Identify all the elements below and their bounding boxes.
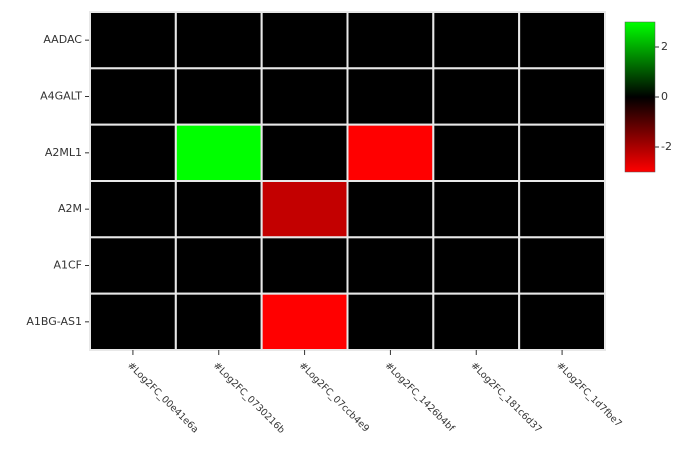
cell [260,180,349,239]
cell [346,180,435,239]
cell [346,292,435,351]
colorbar-tick-label: 2 [661,40,668,53]
cell [260,292,349,351]
x-tick-label: #Log2FC_1d7fbe7 [554,360,623,429]
cell [89,180,177,239]
cell [432,292,521,351]
colorbar-tick-label: 0 [661,90,668,103]
cell [432,11,521,70]
cell [174,11,263,70]
cell [260,67,349,126]
cell [174,123,263,182]
cell [346,11,435,70]
cell [89,123,177,182]
cell [432,123,521,182]
x-tick-label: #Log2FC_1426b4bf [383,360,457,434]
cell [518,180,607,239]
cell [260,11,349,70]
cell [518,292,607,351]
cell [174,236,263,295]
cell [260,123,349,182]
cell [346,236,435,295]
cell [260,236,349,295]
cell [518,123,607,182]
colorbar-tick-label: -2 [661,140,672,153]
colorbar [624,21,656,173]
y-tick-label: A4GALT [40,90,82,103]
cell [89,67,177,126]
cell [89,11,177,70]
cell [432,180,521,239]
x-tick-label: #Log2FC_07ccb4e9 [297,360,371,434]
x-tick-label: #Log2FC_181c6d37 [468,360,543,435]
cell [518,11,607,70]
y-tick-label: A2ML1 [45,146,82,159]
cell [89,292,177,351]
cell [89,236,177,295]
x-tick-label: #Log2FC_0730216b [211,360,287,436]
cell [518,67,607,126]
x-tick-label: #Log2FC_00e41e6a [125,360,200,435]
cell [432,236,521,295]
cell [518,236,607,295]
cell [174,67,263,126]
cell [174,292,263,351]
cell [174,180,263,239]
cell [346,67,435,126]
y-tick-label: AADAC [43,33,82,46]
y-tick-label: A2M [58,202,82,215]
y-tick-label: A1BG-AS1 [26,315,82,328]
cell [346,123,435,182]
y-tick-label: A1CF [53,259,82,272]
cell [432,67,521,126]
